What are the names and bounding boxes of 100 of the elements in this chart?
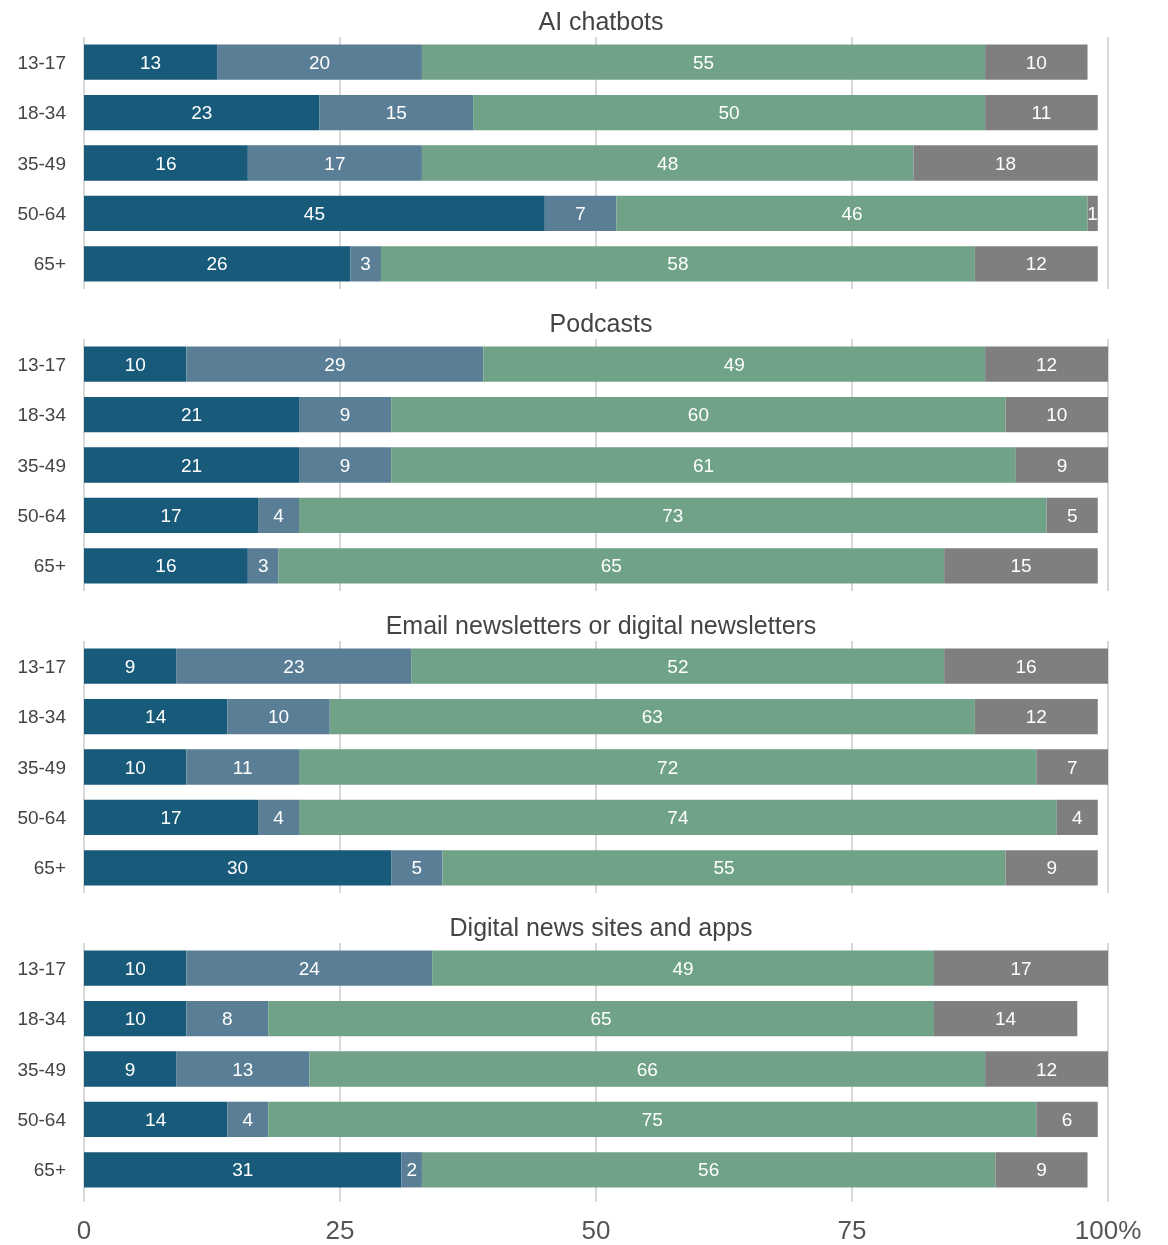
x-tick-label: 75	[837, 1215, 867, 1245]
bar	[84, 447, 300, 483]
data-label: 16	[155, 555, 177, 577]
bar	[391, 447, 1016, 483]
bar	[1036, 749, 1108, 785]
y-tick-label: 50-64	[17, 806, 67, 828]
y-tick-label: 35-49	[17, 454, 66, 476]
bar	[84, 850, 392, 886]
bar	[985, 44, 1088, 80]
y-tick-label: 18-34	[17, 1008, 67, 1030]
data-label: 30	[227, 857, 249, 879]
data-label: 3	[257, 555, 269, 577]
bar	[186, 950, 433, 986]
bar	[616, 195, 1088, 232]
data-label: 23	[191, 102, 213, 124]
x-tick-label: 50	[581, 1215, 611, 1245]
data-label: 60	[687, 404, 709, 426]
data-label: 10	[124, 756, 146, 778]
data-label: 4	[242, 1108, 254, 1130]
data-label: 10	[124, 1008, 146, 1030]
y-tick-label: 18-34	[17, 404, 67, 426]
y-tick-label: 18-34	[17, 102, 67, 124]
data-label: 14	[145, 1108, 167, 1130]
bar	[84, 396, 300, 433]
data-label: 49	[672, 957, 694, 979]
bar	[985, 1051, 1108, 1087]
bar	[380, 246, 975, 282]
data-label: 11	[1031, 102, 1052, 124]
bar	[227, 698, 330, 735]
data-label: 16	[1015, 655, 1037, 677]
bar	[299, 799, 1057, 836]
bar	[299, 447, 392, 483]
y-tick-label: 50-64	[17, 202, 67, 224]
data-label: 17	[160, 504, 182, 526]
y-tick-label: 65+	[33, 1159, 66, 1181]
data-label: 10	[1046, 404, 1068, 426]
data-label: 9	[1036, 1159, 1047, 1181]
bar	[483, 346, 986, 382]
bar	[84, 145, 248, 181]
bar	[84, 497, 259, 534]
data-label: 63	[641, 706, 663, 728]
bar	[944, 548, 1098, 584]
bar	[186, 749, 300, 785]
data-label: 21	[180, 454, 203, 476]
bar	[84, 44, 218, 80]
data-label: 4	[273, 504, 285, 526]
bar	[1005, 396, 1108, 433]
y-tick-label: 65+	[33, 253, 66, 275]
data-label: 5	[411, 857, 423, 879]
data-label: 3	[360, 253, 371, 275]
bar	[974, 246, 1098, 282]
bar	[473, 94, 986, 131]
bar	[84, 950, 187, 986]
data-label: 56	[698, 1159, 720, 1181]
data-label: 6	[1061, 1108, 1073, 1130]
data-label: 72	[657, 756, 679, 778]
data-label: 50	[718, 102, 740, 124]
x-tick-label: 100%	[1074, 1215, 1142, 1245]
bar	[84, 1101, 228, 1138]
data-label: 7	[1066, 756, 1078, 778]
bar	[544, 195, 617, 232]
bar	[995, 1152, 1088, 1188]
data-label: 12	[1035, 353, 1058, 375]
data-label: 17	[1010, 957, 1032, 979]
bar	[84, 1000, 187, 1037]
y-tick-label: 65+	[33, 857, 66, 879]
data-label: 65	[590, 1008, 612, 1030]
data-label: 10	[124, 957, 146, 979]
y-tick-label: 35-49	[17, 152, 66, 174]
data-label: 9	[124, 1058, 136, 1080]
data-label: 17	[160, 806, 182, 828]
data-label: 65	[600, 555, 622, 577]
data-label: 10	[124, 353, 146, 375]
bar	[309, 1051, 986, 1087]
bar	[84, 346, 187, 382]
bar	[421, 44, 986, 80]
data-label: 55	[713, 857, 735, 879]
data-label: 12	[1025, 253, 1047, 275]
data-label: 15	[1010, 555, 1032, 577]
bar	[391, 850, 443, 886]
data-label: 12	[1035, 1058, 1058, 1080]
data-label: 5	[1066, 504, 1078, 526]
bar	[84, 1152, 402, 1188]
data-label: 10	[1025, 51, 1047, 73]
bar	[278, 548, 945, 584]
data-label: 46	[841, 202, 863, 224]
y-tick-label: 50-64	[17, 504, 67, 526]
bar	[217, 44, 422, 80]
bar	[1056, 799, 1098, 836]
bar	[442, 850, 1006, 886]
bar	[411, 648, 945, 684]
data-label: 15	[385, 102, 407, 124]
chart-title: Digital news sites and apps	[449, 912, 753, 941]
y-tick-label: 35-49	[17, 756, 66, 778]
bar	[1036, 1101, 1098, 1138]
bar	[84, 94, 320, 131]
data-label: 9	[339, 404, 351, 426]
bar	[268, 1000, 934, 1037]
chart-title: Podcasts	[549, 308, 653, 337]
bar	[391, 396, 1006, 433]
